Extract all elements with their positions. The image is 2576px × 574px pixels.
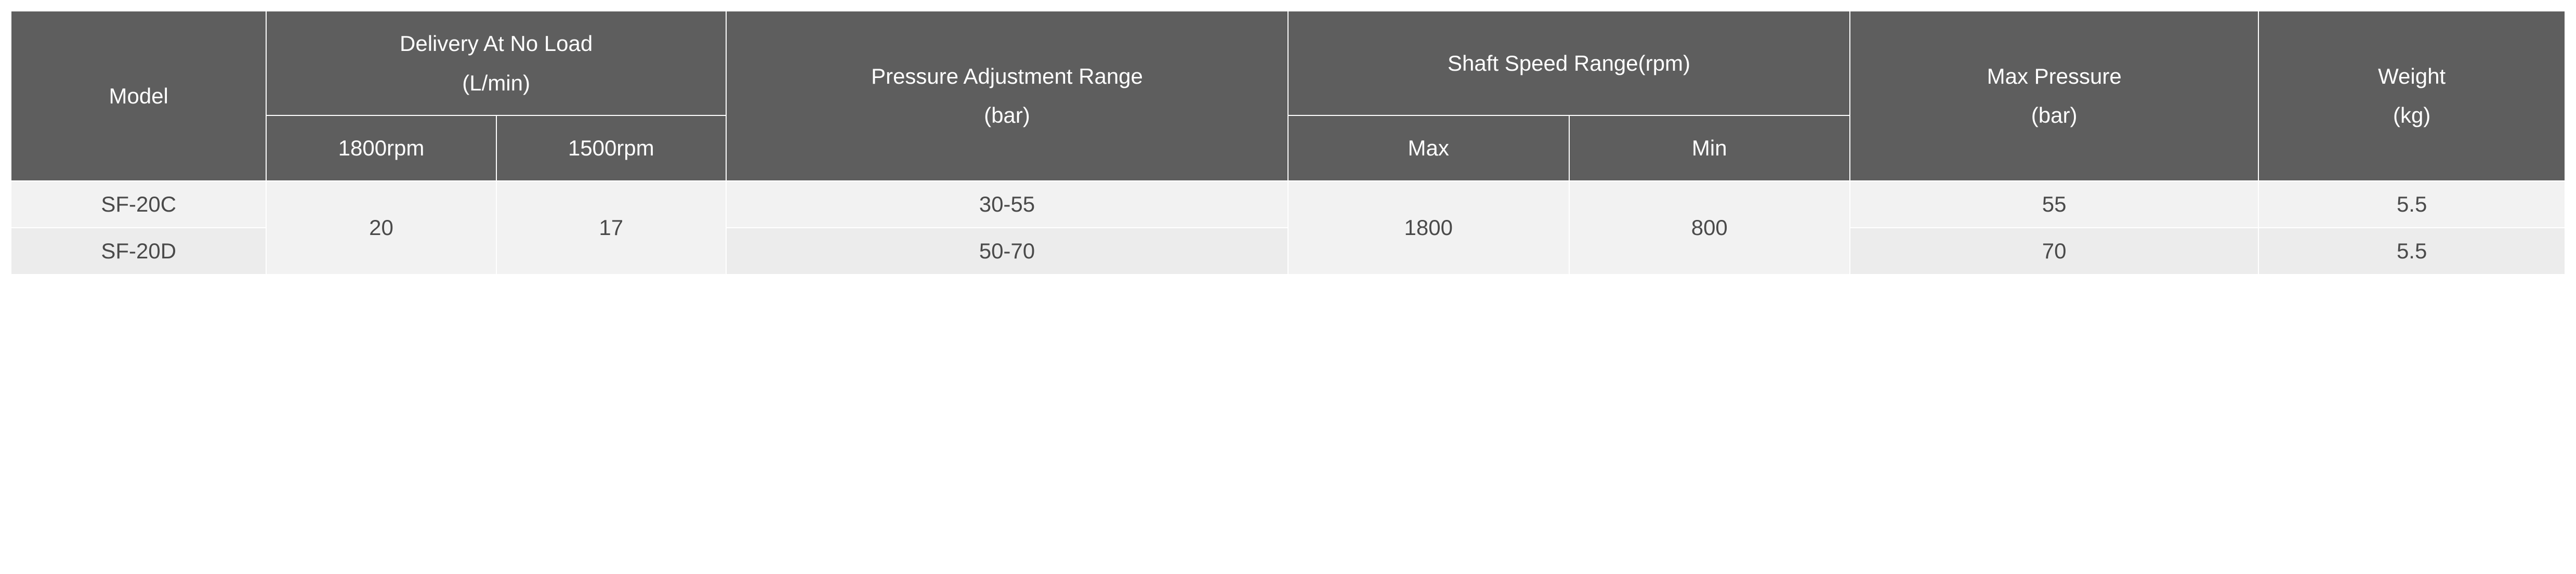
- cell-delivery-1500: 17: [496, 181, 726, 275]
- spec-table: Model Delivery At No Load (L/min) Pressu…: [10, 10, 2566, 275]
- col-delivery-group: Delivery At No Load (L/min): [266, 11, 726, 115]
- cell-pressure-adj: 50-70: [726, 228, 1288, 275]
- col-shaft-min: Min: [1569, 115, 1850, 181]
- cell-model: SF-20C: [11, 181, 266, 228]
- max-pressure-label: Max Pressure: [1987, 64, 2122, 88]
- delivery-label: Delivery At No Load: [400, 31, 593, 56]
- cell-pressure-adj: 30-55: [726, 181, 1288, 228]
- col-weight: Weight (kg): [2258, 11, 2565, 181]
- cell-delivery-1800: 20: [266, 181, 496, 275]
- table-row: SF-20C 20 17 30-55 1800 800 55 5.5: [11, 181, 2565, 228]
- pressure-adj-label: Pressure Adjustment Range: [871, 64, 1143, 88]
- table-header: Model Delivery At No Load (L/min) Pressu…: [11, 11, 2565, 181]
- cell-shaft-min: 800: [1569, 181, 1850, 275]
- cell-max-pressure: 70: [1850, 228, 2258, 275]
- pressure-adj-unit: (bar): [984, 103, 1030, 127]
- cell-shaft-max: 1800: [1288, 181, 1569, 275]
- delivery-unit: (L/min): [462, 71, 530, 95]
- col-model: Model: [11, 11, 266, 181]
- cell-weight: 5.5: [2258, 181, 2565, 228]
- weight-label: Weight: [2378, 64, 2446, 88]
- col-delivery-1800: 1800rpm: [266, 115, 496, 181]
- max-pressure-unit: (bar): [2031, 103, 2078, 127]
- col-shaft-max: Max: [1288, 115, 1569, 181]
- col-delivery-1500: 1500rpm: [496, 115, 726, 181]
- col-shaft-group: Shaft Speed Range(rpm): [1288, 11, 1850, 115]
- cell-model: SF-20D: [11, 228, 266, 275]
- col-pressure-adj: Pressure Adjustment Range (bar): [726, 11, 1288, 181]
- weight-unit: (kg): [2393, 103, 2430, 127]
- cell-max-pressure: 55: [1850, 181, 2258, 228]
- table-body: SF-20C 20 17 30-55 1800 800 55 5.5 SF-20…: [11, 181, 2565, 275]
- cell-weight: 5.5: [2258, 228, 2565, 275]
- col-max-pressure: Max Pressure (bar): [1850, 11, 2258, 181]
